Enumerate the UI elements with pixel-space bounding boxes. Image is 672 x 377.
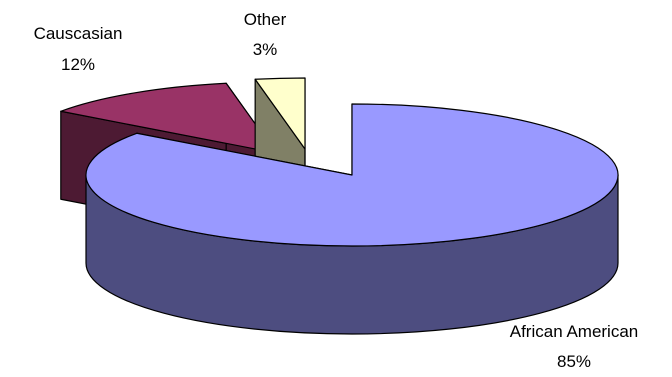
slice-percent-other: 3% (253, 40, 278, 59)
slice-causcasian (60, 82, 277, 154)
slice-african-american (85, 103, 619, 247)
slice-label-african-american: African American (510, 322, 639, 341)
slice-percent-african-american: 85% (557, 352, 591, 371)
pie-slices (60, 77, 619, 335)
slice-label-other: Other (244, 10, 287, 29)
slice-label-causcasian: Causcasian (34, 24, 123, 43)
slice-percent-causcasian: 12% (61, 55, 95, 74)
slice-other (254, 77, 306, 150)
